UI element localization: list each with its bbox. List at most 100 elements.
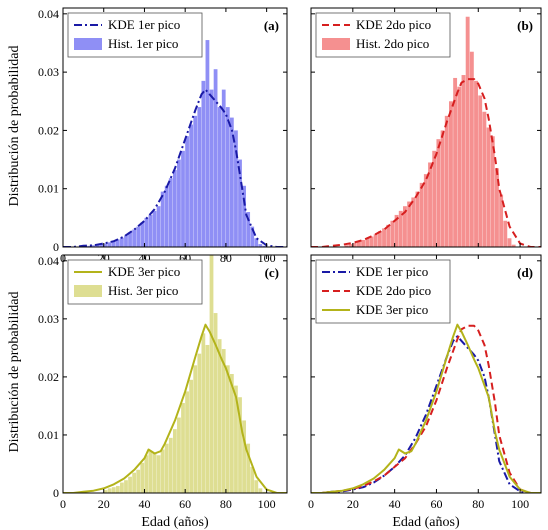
legend-label: KDE 3er pico xyxy=(108,264,180,279)
panels: 0 20 40 60 80 100 0 0.01 0.02 0.03 0.04 (a) KDE 1er … xyxy=(38,7,542,511)
histogram-bar xyxy=(189,379,194,493)
histogram-bar xyxy=(160,191,165,247)
histogram-bar xyxy=(419,182,424,247)
y-tick-label: 0.04 xyxy=(38,254,59,268)
x-axis-label-left: Edad (años) xyxy=(141,515,209,530)
histogram-bar xyxy=(344,245,349,247)
histogram-bar xyxy=(262,491,267,493)
histogram-bar xyxy=(177,159,181,247)
histogram-bar xyxy=(124,235,128,247)
histogram-bar xyxy=(213,69,218,247)
histogram-bar xyxy=(436,139,441,247)
histogram-bar xyxy=(490,136,495,247)
axes-frame xyxy=(310,254,542,494)
histogram-bar xyxy=(461,75,466,247)
histogram-bar xyxy=(469,51,474,247)
panel-tag: (b) xyxy=(517,18,533,33)
y-tick-label: 0.04 xyxy=(38,7,59,21)
histogram-bar xyxy=(181,403,185,493)
plot-area xyxy=(311,323,541,493)
y-tick-label: 0 xyxy=(53,240,59,254)
panel-tag: (a) xyxy=(264,18,279,33)
histogram-bar xyxy=(234,385,238,493)
histogram-bar xyxy=(164,443,169,493)
histogram-bar xyxy=(107,488,112,493)
x-tick-label: 20 xyxy=(98,497,110,511)
histogram-bar xyxy=(411,197,416,247)
histogram-bar xyxy=(136,469,141,493)
histogram-bar xyxy=(361,240,366,247)
histogram-bar xyxy=(99,244,104,247)
x-tick-label: 40 xyxy=(138,497,150,511)
legend-label: KDE 3er pico xyxy=(356,302,428,317)
histogram-bar xyxy=(152,210,157,247)
histogram-bar xyxy=(181,150,185,247)
histogram-bar xyxy=(457,86,462,247)
x-tick-label: 100 xyxy=(511,497,529,511)
y-tick-label: 0.02 xyxy=(38,370,59,384)
plot-area xyxy=(311,16,541,247)
x-tick-label: 0 xyxy=(308,497,314,511)
histogram-bar xyxy=(365,238,370,247)
histogram-bar xyxy=(238,159,242,247)
legend: KDE 1er pico Hist. 1er pico xyxy=(67,12,203,58)
x-tick-label: 80 xyxy=(220,497,232,511)
histogram-bar xyxy=(124,480,128,493)
histogram-bar xyxy=(168,437,173,493)
histogram-bar xyxy=(386,224,391,247)
histogram-bar xyxy=(482,111,487,247)
histogram-bar xyxy=(221,89,226,247)
legend-label: KDE 1er pico xyxy=(356,264,428,279)
histogram-bar xyxy=(503,220,508,247)
histogram-bar xyxy=(140,222,145,247)
histogram-bar xyxy=(201,80,206,247)
histogram-bar xyxy=(258,244,263,247)
histogram-bar xyxy=(128,476,132,493)
histogram-bar xyxy=(185,391,189,493)
histogram-bar xyxy=(398,210,403,247)
histogram-bar xyxy=(225,107,230,247)
histogram-bar xyxy=(213,313,218,493)
histogram-bar xyxy=(115,486,120,493)
x-tick-label: 40 xyxy=(389,497,401,511)
panel-tag: (c) xyxy=(265,265,279,280)
histogram-bar xyxy=(415,191,420,247)
histogram-bar xyxy=(250,226,255,247)
histogram-bar xyxy=(164,185,169,247)
histogram-bar xyxy=(205,344,210,493)
histogram-bar xyxy=(103,243,108,247)
histogram-bar xyxy=(390,220,395,247)
axes-frame xyxy=(62,254,288,494)
histogram-bar xyxy=(246,212,251,247)
histogram-bar xyxy=(140,462,145,493)
histogram-bar xyxy=(156,455,161,493)
histogram-bar xyxy=(148,451,153,493)
legend-label: KDE 1er pico xyxy=(108,17,180,32)
histogram-bar xyxy=(144,217,149,247)
histogram-bar xyxy=(246,443,251,493)
legend: KDE 3er pico Hist. 3er pico xyxy=(67,259,203,305)
histogram-bar xyxy=(95,244,100,247)
legend-swatch xyxy=(74,38,102,50)
histogram-bar xyxy=(156,206,161,247)
plot-area xyxy=(63,255,287,493)
histogram-bar xyxy=(423,174,428,247)
x-tick-label: 0 xyxy=(60,497,66,511)
histogram-bar xyxy=(262,245,267,247)
histogram-bar xyxy=(449,101,453,247)
x-axis-label-right: Edad (años) xyxy=(392,515,460,530)
legend: KDE 1er pico KDE 2do pico KDE 3er pico xyxy=(315,259,451,324)
y-tick-label: 0.03 xyxy=(38,65,59,79)
histogram-bar xyxy=(234,130,238,247)
histogram-bar xyxy=(115,239,120,247)
histogram-bar xyxy=(511,244,516,247)
legend-swatch xyxy=(322,38,350,50)
x-tick-label: 80 xyxy=(472,497,484,511)
histogram-bar xyxy=(128,232,132,247)
legend-swatch xyxy=(74,285,102,297)
panel-3: 0 20 40 60 80 100 0 0.01 0.02 0.03 0.04 (c) KDE 3er … xyxy=(38,254,288,511)
histogram-bar xyxy=(453,77,458,247)
plot-area xyxy=(63,40,287,247)
legend-label: KDE 2do pico xyxy=(356,283,431,298)
